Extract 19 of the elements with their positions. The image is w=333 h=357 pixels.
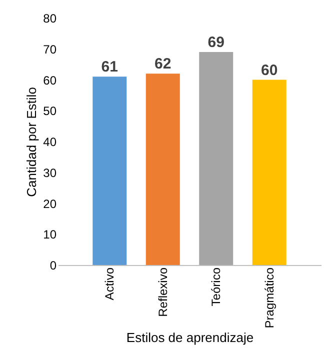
y-tick-label: 50 [43,104,57,118]
y-tick-label: 80 [43,12,57,26]
data-label: 69 [208,34,224,51]
y-tick-label: 60 [43,73,57,88]
y-axis-title: Cantidad por Estilo [24,87,40,197]
y-tick-label: 70 [43,42,57,56]
y-tick-label: 30 [43,166,57,180]
data-label: 62 [154,56,172,73]
data-label: 61 [101,58,118,76]
x-tick-label: Teórico [209,267,224,306]
y-tick-label: 40 [43,135,57,149]
x-tick-label: Activo [102,267,117,300]
data-label: 60 [261,62,278,79]
x-tick-label: Reflexivo [156,267,170,317]
y-tick-label: 10 [43,228,57,242]
y-tick-label: 20 [43,196,57,211]
x-tick-label: Pragmático [262,267,276,328]
x-axis-title: Estilos de aprendizaje [126,330,254,346]
y-tick-label: 0 [50,258,57,272]
